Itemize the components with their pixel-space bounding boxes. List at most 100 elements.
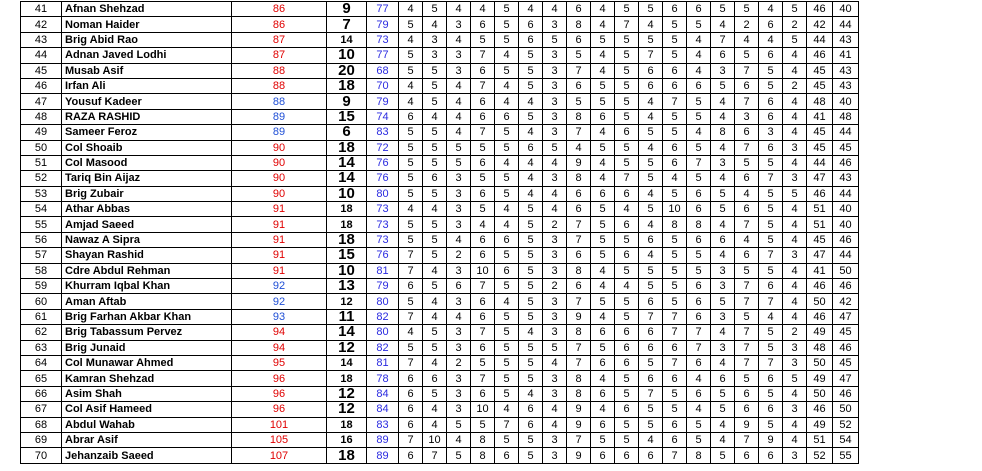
- player-name-cell: Col Masood: [61, 154, 232, 172]
- net-score-cell: 89: [366, 447, 399, 464]
- handicap-cell: 10: [326, 185, 367, 203]
- table-row: 46 Irfan Ali 88 18 70 4 5 4 7 4 5 3 6 5 5 6 6 6 5 6 5 2 45 43: [20, 77, 859, 95]
- serial-number-cell: 49: [20, 124, 62, 141]
- net-score-cell: 73: [366, 216, 399, 233]
- net-score-cell: 76: [366, 154, 399, 172]
- player-name-cell: Jehanzaib Saeed: [61, 447, 232, 464]
- hole-score-cell: 2: [542, 216, 567, 233]
- hole-score-cell: 5: [614, 231, 639, 249]
- hole-score-cell: 4: [590, 124, 615, 141]
- back-nine-total-cell: 40: [832, 216, 859, 233]
- handicap-cell: 15: [326, 108, 367, 126]
- hole-score-cell: 4: [494, 401, 519, 418]
- hole-score-cell: 5: [614, 431, 639, 449]
- serial-number-cell: 45: [20, 62, 62, 79]
- hole-score-cell: 4: [542, 0, 567, 18]
- serial-number-cell: 41: [20, 0, 62, 18]
- hole-score-cell: 6: [590, 385, 615, 403]
- back-nine-total-cell: 52: [832, 416, 859, 433]
- hole-score-cell: 4: [446, 108, 471, 126]
- hole-score-cell: 4: [710, 247, 735, 264]
- net-score-cell: 68: [366, 62, 399, 79]
- hole-score-cell: 5: [662, 31, 687, 49]
- back-nine-total-cell: 48: [832, 108, 859, 126]
- hole-score-cell: 9: [566, 416, 591, 433]
- hole-score-cell: 3: [734, 108, 759, 126]
- hole-score-cell: 7: [734, 62, 759, 79]
- front-nine-total-cell: 51: [806, 216, 833, 233]
- back-nine-total-cell: 46: [832, 154, 859, 172]
- hole-score-cell: 6: [686, 354, 711, 372]
- hole-score-cell: 5: [398, 231, 423, 249]
- hole-score-cell: 3: [782, 170, 807, 187]
- hole-score-cell: 4: [446, 0, 471, 18]
- back-nine-total-cell: 55: [832, 447, 859, 464]
- hole-score-cell: 5: [686, 93, 711, 110]
- hole-score-cell: 3: [542, 47, 567, 64]
- hole-score-cell: 5: [494, 62, 519, 79]
- hole-score-cell: 5: [686, 247, 711, 264]
- hole-score-cell: 4: [590, 278, 615, 295]
- hole-score-cell: 4: [398, 0, 423, 18]
- hole-score-cell: 6: [446, 278, 471, 295]
- hole-score-cell: 2: [782, 77, 807, 95]
- hole-score-cell: 5: [590, 247, 615, 264]
- hole-score-cell: 6: [470, 16, 495, 33]
- back-nine-total-cell: 45: [832, 139, 859, 156]
- player-name-cell: Col Munawar Ahmed: [61, 354, 232, 372]
- hole-score-cell: 5: [734, 262, 759, 280]
- hole-score-cell: 4: [710, 170, 735, 187]
- hole-score-cell: 7: [470, 124, 495, 141]
- hole-score-cell: 4: [494, 93, 519, 110]
- hole-score-cell: 4: [638, 108, 663, 126]
- hole-score-cell: 7: [638, 385, 663, 403]
- hole-score-cell: 3: [422, 47, 447, 64]
- hole-score-cell: 6: [398, 416, 423, 433]
- hole-score-cell: 6: [686, 293, 711, 310]
- hole-score-cell: 3: [446, 47, 471, 64]
- hole-score-cell: 4: [614, 201, 639, 218]
- gross-score-cell: 95: [231, 354, 327, 372]
- hole-score-cell: 4: [662, 170, 687, 187]
- hole-score-cell: 6: [494, 231, 519, 249]
- gross-score-cell: 88: [231, 93, 327, 110]
- net-score-cell: 70: [366, 77, 399, 95]
- player-name-cell: Abrar Asif: [61, 431, 232, 449]
- hole-score-cell: 5: [422, 62, 447, 79]
- hole-score-cell: 4: [686, 124, 711, 141]
- front-nine-total-cell: 45: [806, 124, 833, 141]
- front-nine-total-cell: 52: [806, 447, 833, 464]
- hole-score-cell: 4: [590, 262, 615, 280]
- hole-score-cell: 5: [494, 324, 519, 341]
- front-nine-total-cell: 48: [806, 93, 833, 110]
- hole-score-cell: 5: [422, 0, 447, 18]
- hole-score-cell: 5: [542, 139, 567, 156]
- hole-score-cell: 5: [614, 308, 639, 326]
- table-row: 50 Col Shoaib 90 18 72 5 5 5 5 5 6 5 4 5 5 4 6 5 4 7 6 3 45 45: [20, 139, 859, 156]
- hole-score-cell: 6: [758, 16, 783, 33]
- front-nine-total-cell: 46: [806, 185, 833, 203]
- hole-score-cell: 10: [662, 201, 687, 218]
- serial-number-cell: 66: [20, 385, 62, 403]
- hole-score-cell: 4: [734, 185, 759, 203]
- hole-score-cell: 5: [686, 108, 711, 126]
- net-score-cell: 84: [366, 401, 399, 418]
- hole-score-cell: 5: [494, 170, 519, 187]
- hole-score-cell: 5: [662, 108, 687, 126]
- hole-score-cell: 4: [542, 416, 567, 433]
- hole-score-cell: 4: [542, 154, 567, 172]
- hole-score-cell: 3: [542, 170, 567, 187]
- hole-score-cell: 4: [446, 124, 471, 141]
- hole-score-cell: 4: [422, 293, 447, 310]
- hole-score-cell: 7: [614, 16, 639, 33]
- front-nine-total-cell: 51: [806, 201, 833, 218]
- hole-score-cell: 7: [734, 354, 759, 372]
- hole-score-cell: 3: [542, 308, 567, 326]
- gross-score-cell: 87: [231, 31, 327, 49]
- hole-score-cell: 7: [662, 354, 687, 372]
- hole-score-cell: 6: [614, 185, 639, 203]
- handicap-cell: 13: [326, 278, 367, 295]
- gross-score-cell: 96: [231, 401, 327, 418]
- serial-number-cell: 62: [20, 324, 62, 341]
- hole-score-cell: 6: [734, 170, 759, 187]
